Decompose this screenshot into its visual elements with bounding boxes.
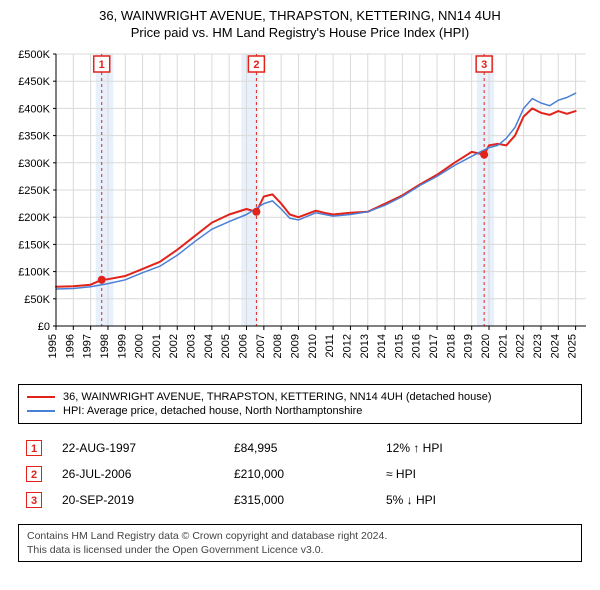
x-tick-label: 2001 [151,334,163,358]
event-number-badge: 3 [26,492,42,508]
chart-container: £0 £50K £100K £150K £200K £250K £300K £350K £400… [8,46,592,376]
x-tick-label: 2019 [463,334,475,358]
x-tick-label: 2007 [255,334,267,358]
y-tick-label: £250K [18,185,50,197]
events-table: 1 22-AUG-1997£84,99512% ↑ HPI 2 26-JUL-2006… [18,434,451,514]
event-price: £84,995 [228,436,378,460]
x-tick-label: 2011 [324,334,336,358]
event-marker-number: 2 [253,59,259,71]
y-tick-label: £50K [24,294,50,306]
x-tick-label: 2002 [168,334,180,358]
event-number-badge: 2 [26,466,42,482]
event-delta: ≈ HPI [380,462,449,486]
legend-row: HPI: Average price, detached house, Nort… [27,405,573,417]
event-price: £210,000 [228,462,378,486]
x-tick-label: 2021 [497,334,509,358]
event-price: £315,000 [228,488,378,512]
x-tick-label: 2017 [428,334,440,358]
event-dot [98,276,106,284]
x-tick-label: 2006 [238,334,250,358]
x-tick-label: 2020 [480,334,492,358]
x-tick-label: 1996 [64,334,76,358]
y-tick-label: £400K [18,103,50,115]
footer-line-1: Contains HM Land Registry data © Crown c… [27,529,573,543]
y-tick-label: £200K [18,212,50,224]
footer-line-2: This data is licensed under the Open Gov… [27,543,573,557]
y-tick-label: £450K [18,76,50,88]
title-line-1: 36, WAINWRIGHT AVENUE, THRAPSTON, KETTER… [8,8,592,23]
x-tick-label: 1998 [99,334,111,358]
event-row: 3 20-SEP-2019£315,0005% ↓ HPI [20,488,449,512]
event-row: 2 26-JUL-2006£210,000≈ HPI [20,462,449,486]
y-tick-label: £350K [18,131,50,143]
y-tick-label: £500K [18,49,50,61]
event-marker-number: 3 [481,59,487,71]
event-marker-number: 1 [99,59,105,71]
x-tick-label: 2015 [393,334,405,358]
x-tick-label: 1995 [47,334,59,358]
event-badge-cell: 1 [20,436,54,460]
legend-box: 36, WAINWRIGHT AVENUE, THRAPSTON, KETTER… [18,384,582,424]
x-tick-label: 2008 [272,334,284,358]
chart-title-block: 36, WAINWRIGHT AVENUE, THRAPSTON, KETTER… [8,8,592,40]
x-tick-label: 2023 [532,334,544,358]
event-dot [480,151,488,159]
event-delta: 5% ↓ HPI [380,488,449,512]
x-tick-label: 2004 [203,334,215,358]
x-tick-label: 2024 [549,334,561,358]
event-badge-cell: 2 [20,462,54,486]
x-tick-label: 2009 [289,334,301,358]
x-tick-label: 2005 [220,334,232,358]
x-tick-label: 1999 [116,334,128,358]
title-line-2: Price paid vs. HM Land Registry's House … [8,25,592,40]
y-tick-label: £150K [18,239,50,251]
event-date: 26-JUL-2006 [56,462,226,486]
legend-swatch [27,396,55,398]
price-chart: £0 £50K £100K £150K £200K £250K £300K £350K £400… [8,46,592,376]
x-tick-label: 2018 [445,334,457,358]
legend-swatch [27,410,55,412]
x-tick-label: 2014 [376,334,388,358]
y-tick-label: £100K [18,267,50,279]
x-tick-label: 2022 [515,334,527,358]
legend-row: 36, WAINWRIGHT AVENUE, THRAPSTON, KETTER… [27,391,573,403]
x-tick-label: 2025 [567,334,579,358]
x-tick-label: 2016 [411,334,423,358]
y-tick-label: £0 [38,321,50,333]
x-tick-label: 2013 [359,334,371,358]
x-tick-label: 2012 [341,334,353,358]
event-delta: 12% ↑ HPI [380,436,449,460]
x-tick-label: 2000 [134,334,146,358]
x-tick-label: 2003 [186,334,198,358]
event-row: 1 22-AUG-1997£84,99512% ↑ HPI [20,436,449,460]
legend-label: 36, WAINWRIGHT AVENUE, THRAPSTON, KETTER… [63,391,492,403]
x-tick-label: 2010 [307,334,319,358]
event-badge-cell: 3 [20,488,54,512]
x-tick-label: 1997 [82,334,94,358]
event-date: 22-AUG-1997 [56,436,226,460]
y-tick-label: £300K [18,158,50,170]
event-date: 20-SEP-2019 [56,488,226,512]
event-dot [252,208,260,216]
legend-label: HPI: Average price, detached house, Nort… [63,405,362,417]
footer-attribution: Contains HM Land Registry data © Crown c… [18,524,582,562]
event-number-badge: 1 [26,440,42,456]
